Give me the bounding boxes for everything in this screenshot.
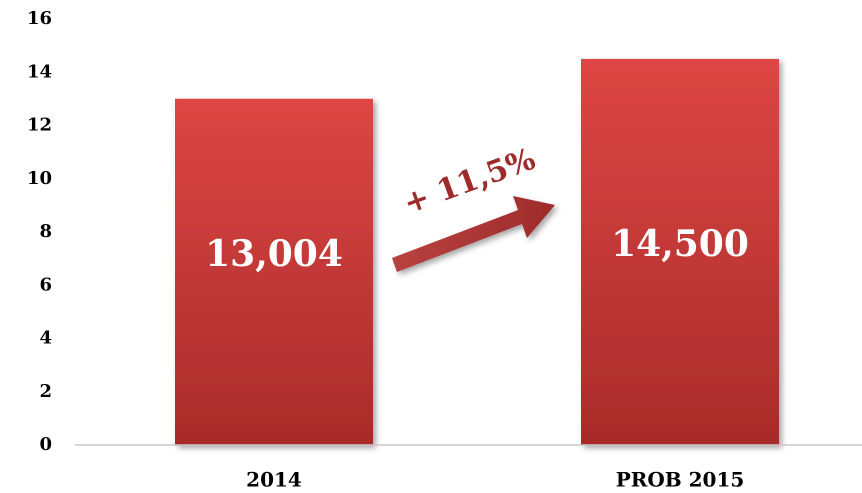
y-tick-label: 12: [27, 115, 52, 136]
y-tick-label: 16: [27, 8, 52, 29]
value-label: 14,500: [611, 223, 749, 265]
y-tick-label: 6: [39, 274, 52, 295]
y-tick-label: 14: [27, 61, 52, 82]
y-tick-label: 4: [39, 328, 52, 349]
y-tick-label: 2: [39, 381, 52, 402]
y-tick-label: 0: [39, 434, 52, 455]
growth-arrow: [392, 196, 555, 272]
x-tick-label: PROB 2015: [616, 468, 745, 492]
bar: [581, 58, 779, 445]
x-tick-label: 2014: [246, 468, 302, 492]
y-tick-label: 8: [39, 221, 52, 242]
value-label: 13,004: [205, 233, 343, 275]
arrow-shape: [392, 196, 555, 272]
bar: [175, 98, 373, 446]
y-tick-label: 10: [27, 168, 52, 189]
